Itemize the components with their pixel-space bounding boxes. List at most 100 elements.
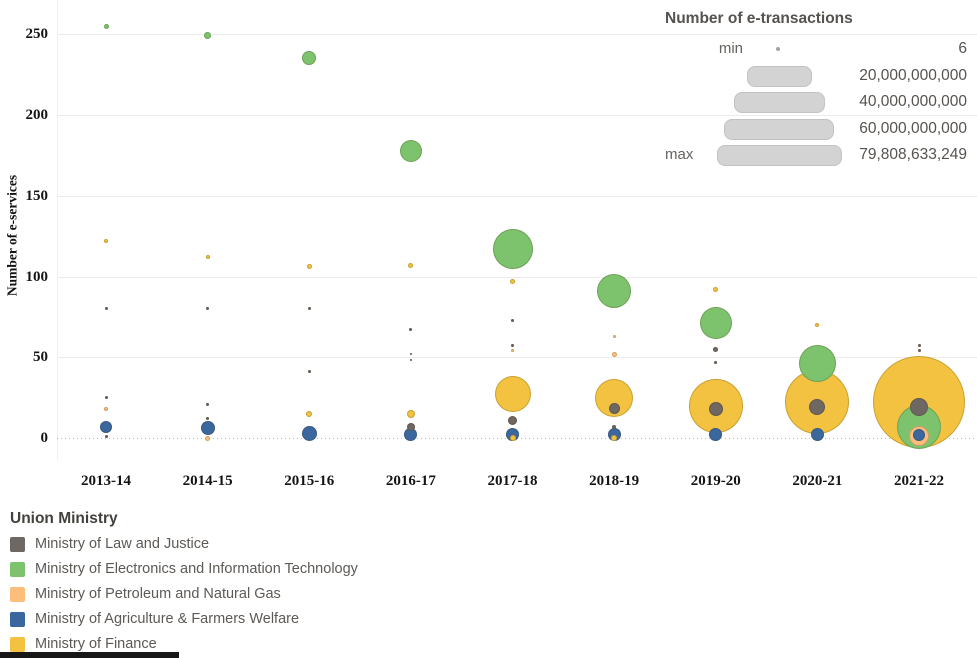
bubble[interactable] bbox=[306, 264, 312, 270]
bubble[interactable] bbox=[714, 360, 718, 364]
bubble[interactable] bbox=[494, 376, 531, 413]
size-legend-max-label: max bbox=[665, 146, 694, 163]
x-tick-label: 2017-18 bbox=[487, 473, 538, 489]
x-tick-label: 2015-16 bbox=[284, 473, 335, 489]
size-legend-row: 20,000,000,000 bbox=[655, 63, 969, 89]
bubble[interactable] bbox=[406, 422, 415, 431]
size-legend-bar bbox=[716, 145, 842, 166]
legend-swatch bbox=[10, 587, 25, 602]
bubble[interactable] bbox=[511, 344, 514, 348]
legend-swatch bbox=[10, 612, 25, 627]
size-legend-value: 20,000,000,000 bbox=[859, 66, 967, 84]
x-tick-label: 2014-15 bbox=[182, 473, 233, 489]
bubble[interactable] bbox=[917, 349, 921, 353]
y-tick-label: 250 bbox=[25, 26, 49, 43]
bubble[interactable] bbox=[713, 346, 719, 352]
x-tick-label: 2021-22 bbox=[894, 473, 944, 489]
size-legend-bar bbox=[724, 118, 834, 140]
size-legend: Number of e-transactions min 6 20,000,000,… bbox=[655, 8, 969, 174]
legend-swatch bbox=[10, 537, 25, 552]
bubble[interactable] bbox=[205, 255, 210, 260]
bubble[interactable] bbox=[100, 420, 112, 433]
bubble[interactable] bbox=[306, 410, 313, 417]
legend-item-label: Ministry of Electronics and Information … bbox=[35, 561, 358, 577]
gridline bbox=[57, 34, 977, 36]
bubble[interactable] bbox=[104, 238, 108, 243]
y-axis-title: Number of e-services bbox=[4, 174, 20, 297]
legend-item[interactable]: Ministry of Law and Justice bbox=[10, 532, 520, 557]
bubble[interactable] bbox=[302, 51, 317, 66]
bubble[interactable] bbox=[511, 349, 514, 353]
size-legend-value: 40,000,000,000 bbox=[859, 93, 967, 110]
bubble[interactable] bbox=[910, 398, 928, 417]
size-legend-min-dot bbox=[776, 47, 780, 51]
bubble[interactable] bbox=[104, 434, 108, 438]
legend-item-label: Ministry of Petroleum and Natural Gas bbox=[35, 586, 281, 602]
bubble[interactable] bbox=[511, 318, 514, 322]
bubble[interactable] bbox=[307, 370, 311, 374]
bubble[interactable] bbox=[713, 286, 719, 292]
x-tick-label: 2016-17 bbox=[385, 473, 436, 489]
bubble[interactable] bbox=[404, 428, 418, 442]
bubble[interactable] bbox=[408, 262, 414, 268]
legend-item-label: Ministry of Law and Justice bbox=[35, 536, 210, 552]
color-legend: Union Ministry Ministry of Law and Justi… bbox=[8, 508, 528, 654]
bubble[interactable] bbox=[307, 307, 311, 311]
bubble[interactable] bbox=[399, 139, 422, 162]
bubble[interactable] bbox=[612, 424, 617, 429]
color-legend-title: Union Ministry bbox=[10, 510, 118, 527]
bubble[interactable] bbox=[810, 428, 824, 442]
y-tick-label: 100 bbox=[25, 268, 49, 285]
bubble[interactable] bbox=[409, 353, 412, 356]
legend-item[interactable]: Ministry of Finance bbox=[10, 632, 520, 657]
size-legend-title: Number of e-transactions bbox=[665, 10, 853, 27]
bubble[interactable] bbox=[206, 307, 210, 311]
size-legend-row: min 6 bbox=[655, 36, 969, 62]
bubble[interactable] bbox=[597, 274, 632, 309]
bubble[interactable] bbox=[301, 425, 317, 441]
x-tick-label: 2020-21 bbox=[792, 473, 843, 489]
size-legend-row: 60,000,000,000 bbox=[655, 116, 969, 142]
bubble[interactable] bbox=[104, 307, 108, 311]
y-tick-label: 0 bbox=[40, 430, 49, 446]
bubble[interactable] bbox=[708, 401, 723, 416]
y-tick-label: 50 bbox=[33, 349, 48, 366]
y-tick-label: 200 bbox=[25, 107, 49, 123]
bubble[interactable] bbox=[815, 322, 820, 327]
bubble[interactable] bbox=[508, 415, 517, 425]
bubble[interactable] bbox=[612, 334, 616, 338]
size-legend-bar bbox=[733, 92, 825, 113]
bubble[interactable] bbox=[709, 428, 723, 442]
legend-item[interactable]: Ministry of Petroleum and Natural Gas bbox=[10, 582, 520, 607]
bubble[interactable] bbox=[406, 409, 415, 418]
size-legend-min-label: min bbox=[718, 40, 743, 57]
bubble[interactable] bbox=[409, 359, 412, 362]
legend-item[interactable]: Ministry of Electronics and Information … bbox=[10, 557, 520, 582]
size-legend-value: 60,000,000,000 bbox=[859, 119, 967, 137]
bubble[interactable] bbox=[204, 32, 212, 40]
bubble[interactable] bbox=[917, 344, 921, 348]
bubble[interactable] bbox=[608, 403, 620, 415]
bubble[interactable] bbox=[104, 406, 108, 411]
bubble[interactable] bbox=[611, 351, 617, 357]
bubble[interactable] bbox=[506, 428, 519, 442]
bubble[interactable] bbox=[103, 23, 109, 29]
bubble[interactable] bbox=[206, 402, 210, 406]
bubble[interactable] bbox=[607, 428, 621, 442]
bubble[interactable] bbox=[104, 396, 108, 400]
bubble[interactable] bbox=[206, 417, 210, 421]
bubble[interactable] bbox=[611, 435, 618, 441]
bubble[interactable] bbox=[205, 435, 211, 441]
bubble[interactable] bbox=[699, 307, 732, 340]
bubble[interactable] bbox=[510, 278, 515, 284]
bubble[interactable] bbox=[809, 399, 826, 416]
bubble[interactable] bbox=[509, 435, 516, 441]
bubble[interactable] bbox=[492, 229, 533, 270]
bubble[interactable] bbox=[913, 428, 925, 441]
bubble[interactable] bbox=[200, 421, 215, 436]
plot-left-border bbox=[57, 0, 58, 460]
bubble[interactable] bbox=[409, 328, 413, 332]
bubble[interactable] bbox=[798, 345, 836, 383]
size-legend-value: 6 bbox=[958, 40, 967, 57]
legend-item[interactable]: Ministry of Agriculture & Farmers Welfar… bbox=[10, 607, 520, 632]
